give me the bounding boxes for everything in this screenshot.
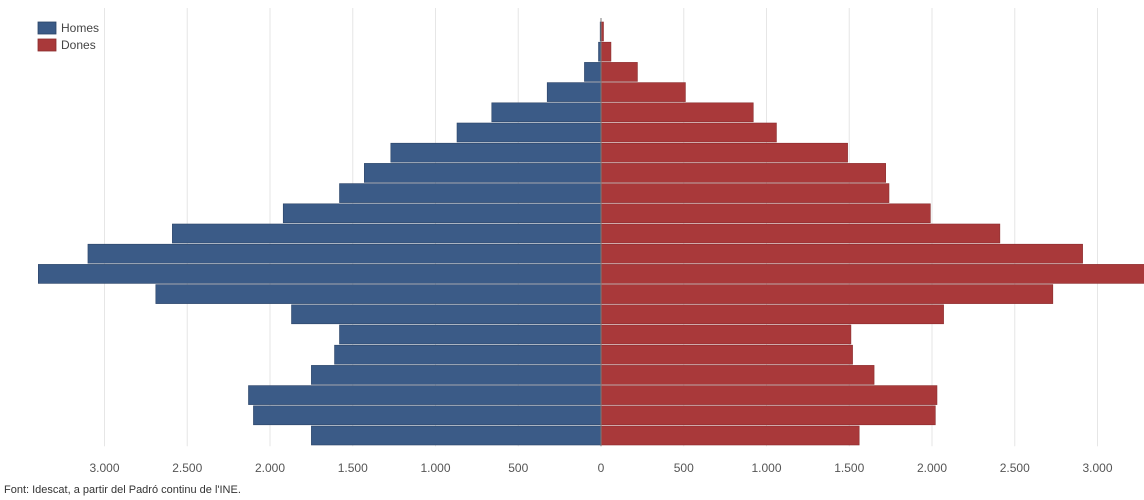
bar-dones <box>601 345 853 364</box>
x-tick-label: 1.000 <box>751 461 781 475</box>
bar-homes <box>584 62 601 81</box>
bar-homes <box>38 264 601 283</box>
bar-homes <box>547 83 601 102</box>
bar-dones <box>601 163 886 182</box>
bar-homes <box>391 143 601 162</box>
bar-homes <box>335 345 601 364</box>
source-note: Font: Idescat, a partir del Padró contin… <box>4 484 241 496</box>
x-tick-label: 1.500 <box>338 461 368 475</box>
bar-dones <box>601 305 944 324</box>
bar-dones <box>601 62 637 81</box>
x-tick-label: 500 <box>508 461 528 475</box>
bar-homes <box>364 163 601 182</box>
x-tick-label: 3.000 <box>89 461 119 475</box>
bar-dones <box>601 365 874 384</box>
bar-homes <box>457 123 601 142</box>
bar-homes <box>172 224 601 243</box>
bar-homes <box>88 244 601 263</box>
x-tick-label: 1.000 <box>420 461 450 475</box>
bar-dones <box>601 204 930 223</box>
bar-homes <box>253 406 601 425</box>
bar-homes <box>340 325 601 344</box>
legend: Homes Dones <box>38 21 99 52</box>
bar-dones <box>601 123 776 142</box>
bar-dones <box>601 386 937 405</box>
bar-dones <box>601 264 1144 283</box>
x-tick-label: 1.500 <box>834 461 864 475</box>
bar-homes <box>156 285 601 304</box>
x-tick-label: 2.000 <box>255 461 285 475</box>
bar-dones <box>601 406 935 425</box>
bars-group <box>38 22 1144 445</box>
bar-dones <box>601 325 851 344</box>
x-tick-label: 0 <box>598 461 605 475</box>
population-pyramid-chart: 3.000 2.500 2.000 1.500 1.000 500 0 500 1.000 1.5… <box>0 0 1144 480</box>
bar-homes <box>248 386 601 405</box>
legend-label: Dones <box>61 38 96 52</box>
x-tick-label: 2.500 <box>1000 461 1030 475</box>
x-tick-label: 3.000 <box>1082 461 1112 475</box>
bar-homes <box>311 365 601 384</box>
x-axis-ticks: 3.000 2.500 2.000 1.500 1.000 500 0 500 1.000 1.5… <box>89 461 1112 475</box>
legend-swatch <box>38 22 56 34</box>
x-tick-label: 500 <box>674 461 694 475</box>
bar-homes <box>283 204 601 223</box>
bar-dones <box>601 143 848 162</box>
legend-swatch <box>38 39 56 51</box>
bar-homes <box>311 426 601 445</box>
legend-label: Homes <box>61 21 99 35</box>
bar-dones <box>601 184 889 203</box>
bar-dones <box>601 224 1000 243</box>
bar-homes <box>492 103 601 122</box>
bar-dones <box>601 103 753 122</box>
bar-dones <box>601 42 611 61</box>
bar-dones <box>601 426 859 445</box>
x-tick-label: 2.000 <box>917 461 947 475</box>
bar-homes <box>292 305 601 324</box>
bar-dones <box>601 285 1053 304</box>
bar-dones <box>601 83 685 102</box>
bar-homes <box>340 184 601 203</box>
bar-dones <box>601 244 1083 263</box>
x-tick-label: 2.500 <box>172 461 202 475</box>
